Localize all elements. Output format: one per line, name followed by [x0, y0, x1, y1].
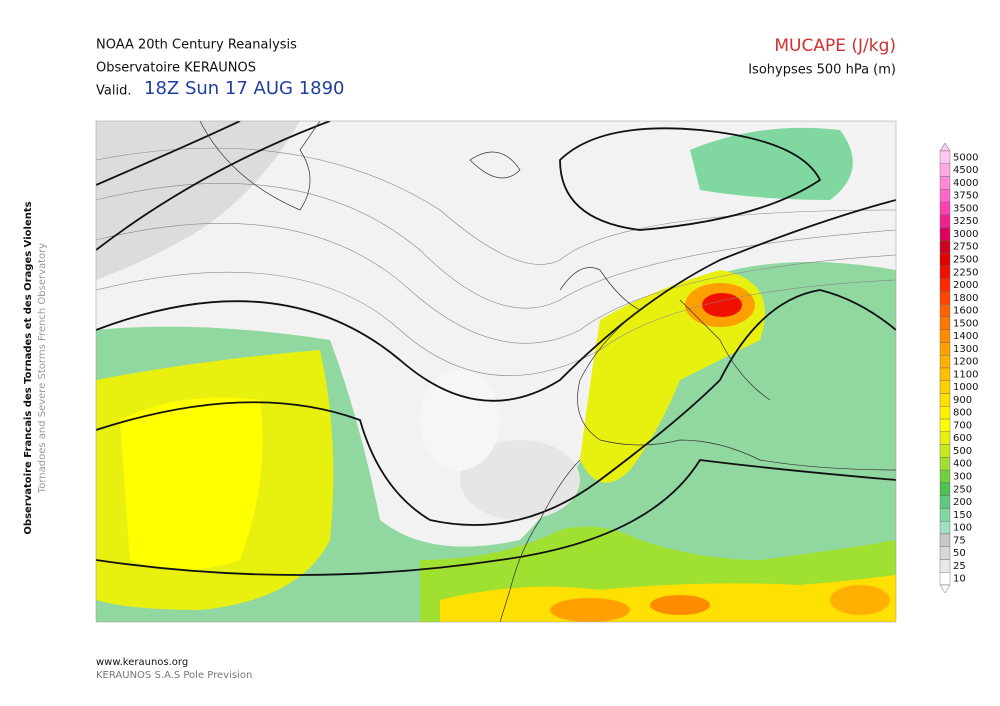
colorbar-label: 3000: [953, 229, 978, 240]
valid-prefix: Valid.: [96, 84, 131, 99]
colorbar-swatch: [939, 367, 951, 381]
colorbar-label: 50: [953, 548, 966, 559]
colorbar-label: 400: [953, 459, 972, 470]
colorbar-swatch: [939, 265, 951, 279]
colorbar-label: 1800: [953, 293, 978, 304]
colorbar-label: 2500: [953, 255, 978, 266]
colorbar-swatch: [939, 189, 951, 203]
colorbar-label: 250: [953, 484, 972, 495]
colorbar-label: 100: [953, 523, 972, 534]
side-text: Tornadoes and Severe Storms French Obser…: [37, 243, 48, 494]
colorbar-swatch: [939, 252, 951, 267]
colorbar-label: 25: [953, 561, 966, 572]
colorbar-arrow: [939, 584, 951, 594]
product: MUCAPE (J/kg): [774, 36, 896, 56]
colorbar-swatch: [939, 495, 951, 509]
colorbar-swatch: [939, 444, 951, 458]
colorbar-label: 600: [953, 433, 972, 444]
colorbar-arrow: [939, 142, 951, 152]
colorbar-label: 1500: [953, 318, 978, 329]
colorbar-label: 300: [953, 472, 972, 483]
colorbar-swatch: [939, 418, 951, 433]
colorbar-label: 75: [953, 535, 966, 546]
colorbar-label: 2000: [953, 280, 978, 291]
colorbar-swatch: [939, 227, 951, 241]
side-text: Observatoire Francais des Tornades et de…: [23, 201, 34, 534]
colorbar-label: 3500: [953, 203, 978, 214]
colorbar-swatch: [939, 393, 951, 407]
subproduct: Isohypses 500 hPa (m): [748, 63, 896, 78]
colorbar-label: 4500: [953, 165, 978, 176]
footer-url: www.keraunos.org: [96, 657, 188, 668]
colorbar-swatch: [939, 303, 951, 318]
colorbar-label: 500: [953, 446, 972, 457]
colorbar-swatch: [939, 278, 951, 292]
map: [96, 121, 896, 622]
colorbar-swatch: [939, 533, 951, 547]
colorbar-swatch: [939, 291, 951, 305]
colorbar-label: 200: [953, 497, 972, 508]
colorbar-label: 800: [953, 408, 972, 419]
colorbar-label: 1400: [953, 331, 978, 342]
colorbar-label: 1000: [953, 382, 978, 393]
footer-credit: KERAUNOS S.A.S Pole Prevision: [96, 670, 252, 681]
colorbar-swatch: [939, 240, 951, 254]
colorbar-label: 700: [953, 420, 972, 431]
colorbar-swatch: [939, 316, 951, 330]
colorbar-swatch: [939, 559, 951, 573]
colorbar-label: 2250: [953, 267, 978, 278]
colorbar-swatch: [939, 469, 951, 484]
colorbar-label: 1100: [953, 369, 978, 380]
colorbar-swatch: [939, 482, 951, 496]
colorbar-label: 900: [953, 395, 972, 406]
colorbar-swatch: [939, 329, 951, 343]
colorbar-label: 1600: [953, 306, 978, 317]
colorbar-swatch: [939, 520, 951, 535]
colorbar-label: 5000: [953, 152, 978, 163]
colorbar-swatch: [939, 342, 951, 356]
colorbar-swatch: [939, 406, 951, 420]
colorbar-swatch: [939, 150, 951, 164]
colorbar-swatch: [939, 380, 951, 394]
header-line: NOAA 20th Century Reanalysis: [96, 38, 297, 53]
colorbar-swatch: [939, 163, 951, 177]
colorbar-label: 4000: [953, 178, 978, 189]
colorbar-label: 2750: [953, 242, 978, 253]
colorbar-label: 1200: [953, 357, 978, 368]
colorbar-swatch: [939, 508, 951, 522]
colorbar-swatch: [939, 355, 951, 369]
valid-time: 18Z Sun 17 AUG 1890: [144, 78, 345, 99]
colorbar-swatch: [939, 431, 951, 445]
colorbar-swatch: [939, 457, 951, 471]
colorbar-swatch: [939, 572, 951, 586]
colorbar-label: 3750: [953, 191, 978, 202]
colorbar-label: 10: [953, 574, 966, 585]
colorbar-label: 3250: [953, 216, 978, 227]
header-line: Observatoire KERAUNOS: [96, 61, 256, 76]
colorbar-swatch: [939, 546, 951, 560]
colorbar-swatch: [939, 201, 951, 216]
colorbar-label: 150: [953, 510, 972, 521]
colorbar-swatch: [939, 176, 951, 190]
colorbar-swatch: [939, 214, 951, 228]
colorbar-label: 1300: [953, 344, 978, 355]
